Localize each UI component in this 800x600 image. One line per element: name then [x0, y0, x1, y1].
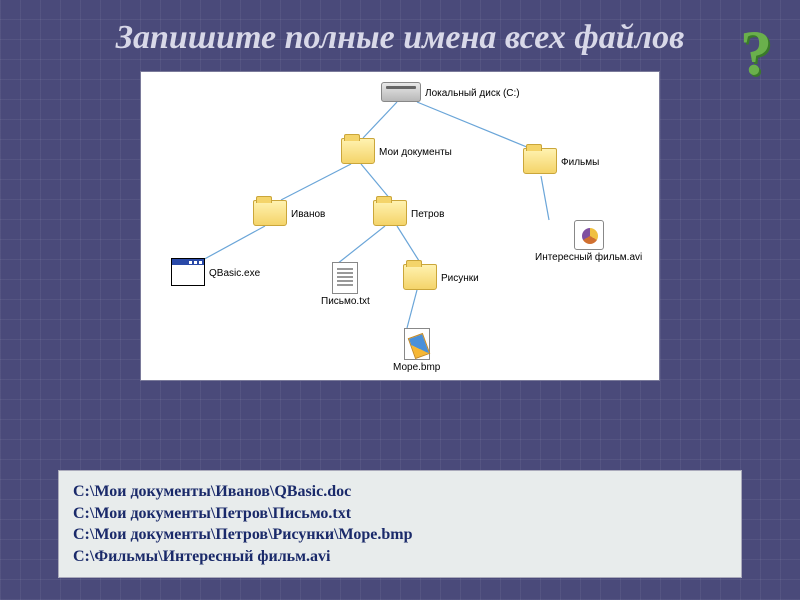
tree-node-ivanov: Иванов — [253, 200, 325, 226]
folder-icon — [373, 200, 407, 226]
tree-node-avi: Интересный фильм.avi — [535, 220, 642, 263]
tree-node-label: Интересный фильм.avi — [535, 252, 642, 263]
tree-node-label: Фильмы — [561, 157, 599, 168]
file-tree-diagram: Локальный диск (C:) Мои документы Фильмы Ив… — [140, 71, 660, 381]
app-icon — [171, 258, 205, 286]
folder-icon — [523, 148, 557, 174]
folder-icon — [403, 264, 437, 290]
tree-node-disk: Локальный диск (C:) — [381, 82, 520, 102]
folder-icon — [341, 138, 375, 164]
folder-icon — [253, 200, 287, 226]
tree-node-films: Фильмы — [523, 148, 599, 174]
answer-line: C:\Мои документы\Петров\Письмо.txt — [73, 503, 727, 525]
answer-line: C:\Мои документы\Петров\Рисунки\Море.bmp — [73, 524, 727, 546]
tree-node-pismo: Письмо.txt — [321, 262, 370, 307]
answer-line: C:\Фильмы\Интересный фильм.avi — [73, 546, 727, 568]
answers-box: C:\Мои документы\Иванов\QBasic.docC:\Мои… — [58, 470, 742, 578]
tree-node-label: Петров — [411, 209, 444, 220]
question-mark-icon: ? — [740, 16, 772, 90]
tree-node-label: Рисунки — [441, 273, 479, 284]
txt-icon — [332, 262, 358, 294]
slide-title: Запишите полные имена всех файлов — [0, 0, 800, 57]
tree-node-label: Иванов — [291, 209, 325, 220]
tree-node-label: QBasic.exe — [209, 268, 260, 279]
tree-node-label: Письмо.txt — [321, 296, 370, 307]
tree-node-more: Море.bmp — [393, 328, 440, 373]
answer-line: C:\Мои документы\Иванов\QBasic.doc — [73, 481, 727, 503]
tree-node-label: Локальный диск (C:) — [425, 88, 520, 99]
tree-node-petrov: Петров — [373, 200, 444, 226]
avi-icon — [574, 220, 604, 250]
tree-node-label: Мои документы — [379, 147, 452, 158]
tree-node-label: Море.bmp — [393, 362, 440, 373]
tree-node-qbasic: QBasic.exe — [171, 258, 260, 286]
disk-icon — [381, 82, 421, 102]
tree-node-risunki: Рисунки — [403, 264, 479, 290]
tree-node-mydocs: Мои документы — [341, 138, 452, 164]
bmp-icon — [404, 328, 430, 360]
